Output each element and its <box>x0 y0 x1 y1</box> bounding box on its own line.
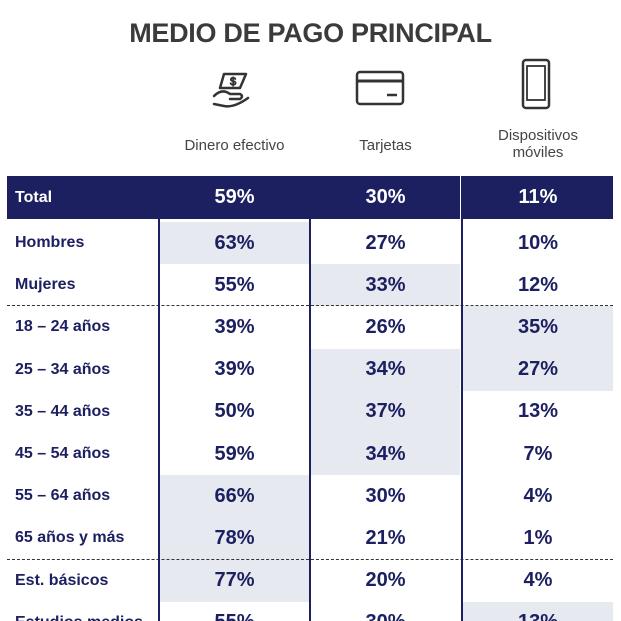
svg-text:$: $ <box>230 76 236 88</box>
value-cell: 55% <box>160 602 309 621</box>
value-cell: 27% <box>365 231 406 254</box>
cash-icon: $ <box>212 72 250 108</box>
value-cell: 66% <box>160 475 309 518</box>
value-cell: 77% <box>160 559 309 602</box>
row-label: Mujeres <box>15 276 76 294</box>
total-label: Total <box>7 176 159 219</box>
value-cell: 35% <box>463 306 613 349</box>
value-cell: 4% <box>523 569 553 592</box>
value-cell: 13% <box>517 400 559 423</box>
column-divider <box>461 176 463 621</box>
value-cell: 30% <box>365 484 406 507</box>
title: MEDIO DE PAGO PRINCIPAL <box>129 18 492 48</box>
value-cell: 27% <box>463 348 613 391</box>
value-cell: 78% <box>160 517 309 560</box>
value-cell: 37% <box>311 390 460 433</box>
value-cell: 26% <box>365 315 406 338</box>
row-label: Hombres <box>15 234 85 252</box>
total-value: 30% <box>311 176 460 219</box>
row-label: 55 – 64 años <box>15 487 111 505</box>
row-label: Estudios medios <box>7 602 159 621</box>
phone-icon <box>521 58 551 110</box>
value-cell: 39% <box>214 358 255 381</box>
row-label: 45 – 54 años <box>15 445 111 463</box>
column-header: Dispositivos móviles <box>497 127 579 161</box>
value-cell: 21% <box>365 526 406 549</box>
column-divider <box>158 176 160 621</box>
row-label: 25 – 34 años <box>15 360 111 378</box>
total-value: 11% <box>463 176 613 219</box>
row-label: Est. básicos <box>15 571 109 589</box>
value-cell: 10% <box>517 231 559 254</box>
value-cell: 13% <box>463 601 613 621</box>
value-cell: 55% <box>214 273 255 296</box>
column-header: Tarjetas <box>359 137 412 154</box>
value-cell: 33% <box>311 264 460 307</box>
column-header: Dinero efectivo <box>184 137 285 154</box>
value-cell: 30% <box>311 602 460 621</box>
value-cell: 63% <box>160 222 309 265</box>
value-cell: 7% <box>523 442 553 465</box>
value-cell: 39% <box>214 315 255 338</box>
value-cell: 59% <box>214 442 255 465</box>
value-cell: 20% <box>365 569 406 592</box>
value-cell: 50% <box>214 400 255 423</box>
value-cell: 34% <box>311 348 460 391</box>
row-label: 35 – 44 años <box>15 402 111 420</box>
row-label: 65 años y más <box>15 529 125 547</box>
value-cell: 34% <box>311 433 460 476</box>
card-icon <box>355 70 405 106</box>
total-value: 59% <box>160 176 309 219</box>
value-cell: 12% <box>517 273 559 296</box>
column-divider <box>309 176 311 621</box>
row-label: 18 – 24 años <box>15 318 111 336</box>
value-cell: 4% <box>523 484 553 507</box>
value-cell: 1% <box>523 526 553 549</box>
